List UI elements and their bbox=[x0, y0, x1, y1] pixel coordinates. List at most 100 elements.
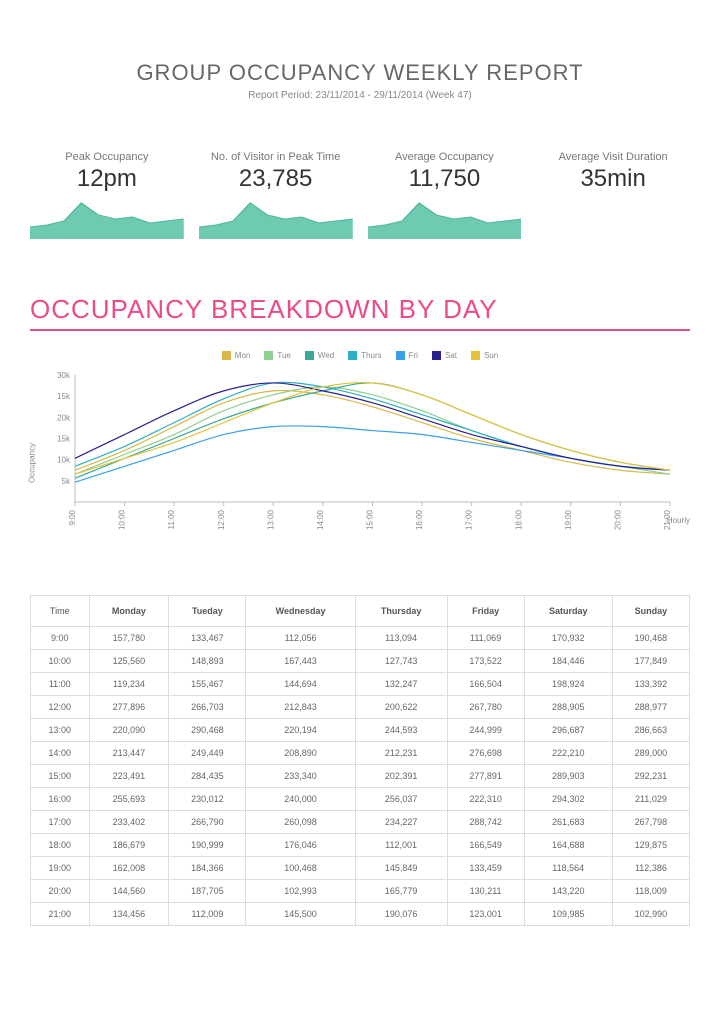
table-cell: 133,467 bbox=[169, 627, 246, 650]
table-cell: 184,446 bbox=[524, 650, 612, 673]
table-cell: 157,780 bbox=[89, 627, 169, 650]
table-cell: 244,999 bbox=[447, 719, 524, 742]
svg-text:30k: 30k bbox=[57, 371, 71, 380]
table-cell: 14:00 bbox=[31, 742, 90, 765]
occupancy-chart: Occupancy Hourly 5k10k15k20k15k30k9:0010… bbox=[30, 370, 690, 555]
legend-swatch bbox=[305, 351, 314, 360]
table-cell: 164,688 bbox=[524, 834, 612, 857]
table-cell: 9:00 bbox=[31, 627, 90, 650]
table-cell: 15:00 bbox=[31, 765, 90, 788]
svg-text:10:00: 10:00 bbox=[118, 509, 127, 530]
metric-card: No. of Visitor in Peak Time23,785 bbox=[199, 151, 353, 244]
table-cell: 234,227 bbox=[355, 811, 447, 834]
table-cell: 177,849 bbox=[612, 650, 689, 673]
svg-text:11:00: 11:00 bbox=[167, 509, 176, 529]
table-header: Monday bbox=[89, 596, 169, 627]
svg-text:16:00: 16:00 bbox=[415, 509, 424, 530]
legend-label: Fri bbox=[409, 351, 418, 360]
table-cell: 230,012 bbox=[169, 788, 246, 811]
table-row: 14:00213,447249,449208,890212,231276,698… bbox=[31, 742, 690, 765]
table-cell: 11:00 bbox=[31, 673, 90, 696]
table-cell: 256,037 bbox=[355, 788, 447, 811]
table-cell: 167,443 bbox=[246, 650, 355, 673]
table-cell: 267,798 bbox=[612, 811, 689, 834]
table-cell: 184,366 bbox=[169, 857, 246, 880]
table-row: 16:00255,693230,012240,000256,037222,310… bbox=[31, 788, 690, 811]
table-cell: 102,993 bbox=[246, 880, 355, 903]
legend-swatch bbox=[396, 351, 405, 360]
table-cell: 200,622 bbox=[355, 696, 447, 719]
table-cell: 198,924 bbox=[524, 673, 612, 696]
table-cell: 212,843 bbox=[246, 696, 355, 719]
table-header: Saturday bbox=[524, 596, 612, 627]
table-cell: 12:00 bbox=[31, 696, 90, 719]
table-cell: 233,340 bbox=[246, 765, 355, 788]
legend-item: Thurs bbox=[348, 351, 381, 360]
sparkline bbox=[30, 199, 184, 239]
table-cell: 289,903 bbox=[524, 765, 612, 788]
sparkline bbox=[199, 199, 353, 239]
table-cell: 244,593 bbox=[355, 719, 447, 742]
table-cell: 288,742 bbox=[447, 811, 524, 834]
table-cell: 249,449 bbox=[169, 742, 246, 765]
table-cell: 144,560 bbox=[89, 880, 169, 903]
table-cell: 162,008 bbox=[89, 857, 169, 880]
occupancy-table: TimeMondayTuedayWednesdayThursdayFridayS… bbox=[30, 595, 690, 926]
legend-label: Wed bbox=[318, 351, 334, 360]
table-cell: 118,009 bbox=[612, 880, 689, 903]
svg-text:17:00: 17:00 bbox=[465, 509, 474, 530]
chart-legend: MonTueWedThursFriSatSun bbox=[30, 351, 690, 360]
table-cell: 16:00 bbox=[31, 788, 90, 811]
table-cell: 277,896 bbox=[89, 696, 169, 719]
table-cell: 144,694 bbox=[246, 673, 355, 696]
table-cell: 21:00 bbox=[31, 903, 90, 926]
table-cell: 10:00 bbox=[31, 650, 90, 673]
series-line bbox=[75, 382, 670, 470]
table-cell: 213,447 bbox=[89, 742, 169, 765]
table-cell: 145,849 bbox=[355, 857, 447, 880]
table-cell: 133,392 bbox=[612, 673, 689, 696]
svg-text:20k: 20k bbox=[57, 413, 71, 422]
table-cell: 294,302 bbox=[524, 788, 612, 811]
metric-label: Peak Occupancy bbox=[30, 151, 184, 163]
svg-text:19:00: 19:00 bbox=[564, 509, 573, 530]
legend-item: Sun bbox=[471, 351, 498, 360]
metric-card: Average Visit Duration35min bbox=[536, 151, 690, 244]
table-header: Thursday bbox=[355, 596, 447, 627]
table-cell: 176,046 bbox=[246, 834, 355, 857]
table-cell: 292,231 bbox=[612, 765, 689, 788]
table-cell: 166,504 bbox=[447, 673, 524, 696]
table-cell: 220,090 bbox=[89, 719, 169, 742]
table-cell: 109,985 bbox=[524, 903, 612, 926]
legend-item: Sat bbox=[432, 351, 457, 360]
table-row: 11:00119,234155,467144,694132,247166,504… bbox=[31, 673, 690, 696]
table-cell: 132,247 bbox=[355, 673, 447, 696]
table-cell: 240,000 bbox=[246, 788, 355, 811]
svg-text:18:00: 18:00 bbox=[514, 509, 523, 530]
table-header: Tueday bbox=[169, 596, 246, 627]
svg-text:13:00: 13:00 bbox=[266, 509, 275, 530]
table-cell: 211,029 bbox=[612, 788, 689, 811]
svg-text:5k: 5k bbox=[62, 477, 71, 486]
legend-label: Sun bbox=[484, 351, 498, 360]
table-row: 9:00157,780133,467112,056113,094111,0691… bbox=[31, 627, 690, 650]
metric-value: 35min bbox=[536, 165, 690, 193]
svg-text:12:00: 12:00 bbox=[217, 509, 226, 530]
table-cell: 266,703 bbox=[169, 696, 246, 719]
table-cell: 19:00 bbox=[31, 857, 90, 880]
table-cell: 127,743 bbox=[355, 650, 447, 673]
report-title: GROUP OCCUPANCY WEEKLY REPORT bbox=[30, 60, 690, 86]
table-cell: 112,056 bbox=[246, 627, 355, 650]
table-cell: 276,698 bbox=[447, 742, 524, 765]
table-cell: 255,693 bbox=[89, 788, 169, 811]
table-cell: 261,683 bbox=[524, 811, 612, 834]
table-cell: 13:00 bbox=[31, 719, 90, 742]
table-cell: 190,076 bbox=[355, 903, 447, 926]
legend-item: Mon bbox=[222, 351, 251, 360]
table-cell: 267,780 bbox=[447, 696, 524, 719]
table-row: 12:00277,896266,703212,843200,622267,780… bbox=[31, 696, 690, 719]
svg-text:15k: 15k bbox=[57, 435, 71, 444]
series-line bbox=[75, 426, 670, 482]
table-cell: 284,435 bbox=[169, 765, 246, 788]
table-cell: 119,234 bbox=[89, 673, 169, 696]
